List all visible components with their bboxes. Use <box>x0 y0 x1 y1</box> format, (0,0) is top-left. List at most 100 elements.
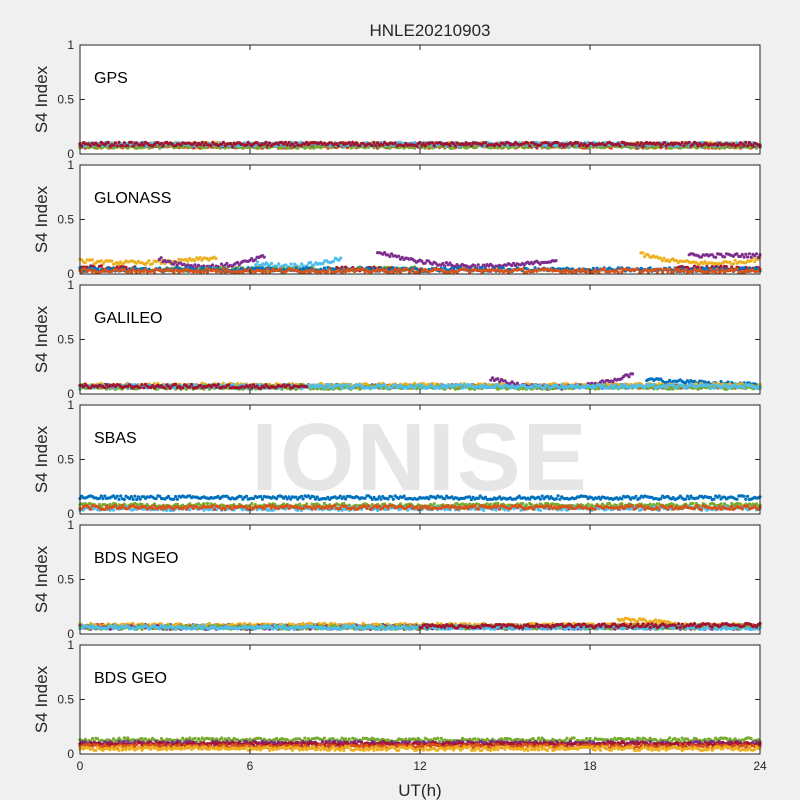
data-point <box>339 256 343 260</box>
data-point <box>241 146 245 150</box>
data-point <box>218 146 222 150</box>
data-point <box>742 266 746 270</box>
data-point <box>659 267 663 271</box>
data-point <box>476 263 480 267</box>
data-point <box>193 259 197 263</box>
data-point <box>397 267 401 271</box>
y-tick-label: 1 <box>67 158 74 172</box>
data-point <box>370 144 374 148</box>
data-point <box>641 251 645 255</box>
data-point <box>147 259 151 263</box>
data-point <box>120 144 125 148</box>
data-point <box>723 255 727 259</box>
data-point <box>186 259 190 263</box>
data-point <box>393 141 397 145</box>
data-point <box>406 267 410 272</box>
data-point <box>668 267 672 271</box>
data-point <box>653 267 658 271</box>
data-point <box>115 144 119 148</box>
data-point <box>267 141 272 145</box>
data-point <box>671 270 675 274</box>
data-point <box>143 267 148 271</box>
data-point <box>661 270 665 274</box>
data-point <box>244 143 249 147</box>
data-point <box>666 270 670 274</box>
data-point <box>277 262 281 266</box>
data-point <box>618 144 622 148</box>
data-point <box>159 256 163 260</box>
data-point <box>432 144 436 148</box>
axes-background <box>80 45 760 154</box>
data-point <box>388 254 392 259</box>
data-point <box>257 146 261 150</box>
data-point <box>289 262 293 266</box>
panel-label: GPS <box>94 70 128 87</box>
data-point <box>328 267 332 271</box>
data-points <box>78 140 762 150</box>
data-point <box>89 144 93 148</box>
data-point <box>576 141 580 145</box>
data-point <box>411 267 415 271</box>
data-point <box>746 144 750 148</box>
data-point <box>374 143 378 148</box>
data-point <box>662 141 667 145</box>
data-point <box>349 143 353 147</box>
data-point <box>292 144 296 148</box>
y-tick-label: 0.5 <box>57 213 74 227</box>
data-point <box>332 259 336 263</box>
data-point <box>751 144 755 148</box>
data-point <box>270 261 274 265</box>
data-point <box>418 140 422 145</box>
data-point <box>126 144 130 148</box>
y-axis-label: S4 Index <box>32 185 51 253</box>
data-point <box>97 144 102 148</box>
data-point <box>609 146 613 150</box>
data-point <box>705 266 709 270</box>
data-point <box>691 270 695 274</box>
data-point <box>83 261 87 265</box>
data-point <box>466 268 470 272</box>
y-axis-label: S4 Index <box>32 65 51 133</box>
data-point <box>746 255 750 259</box>
data-point <box>655 270 659 274</box>
data-point <box>309 260 313 264</box>
data-point <box>204 146 208 150</box>
data-point <box>80 144 84 148</box>
data-point <box>209 143 213 148</box>
data-point <box>361 267 365 271</box>
data-point <box>336 144 341 148</box>
data-point <box>554 259 558 263</box>
data-point <box>204 267 208 271</box>
data-point <box>193 141 197 145</box>
data-point <box>658 256 663 260</box>
data-point <box>453 144 457 148</box>
y-tick-label: 1 <box>67 38 74 52</box>
data-point <box>122 141 126 145</box>
data-point <box>384 268 388 272</box>
data-point <box>308 146 312 150</box>
data-point <box>448 143 452 148</box>
data-point <box>110 259 114 263</box>
data-point <box>113 141 117 145</box>
data-point <box>262 255 266 259</box>
data-point <box>749 255 753 259</box>
data-point <box>498 144 502 148</box>
data-point <box>117 140 121 144</box>
data-point <box>684 268 688 272</box>
data-point <box>733 258 737 262</box>
data-point <box>283 140 287 144</box>
data-point <box>381 143 385 147</box>
data-point <box>744 252 748 256</box>
data-point <box>742 255 746 259</box>
data-point <box>430 141 434 145</box>
data-point <box>99 264 103 268</box>
data-point <box>556 141 560 145</box>
data-point <box>714 255 718 259</box>
data-point <box>287 140 291 145</box>
data-point <box>106 140 110 144</box>
data-point <box>754 252 759 256</box>
data-point <box>198 256 202 260</box>
data-point <box>131 144 135 148</box>
data-point <box>735 252 739 256</box>
data-point <box>322 266 326 270</box>
